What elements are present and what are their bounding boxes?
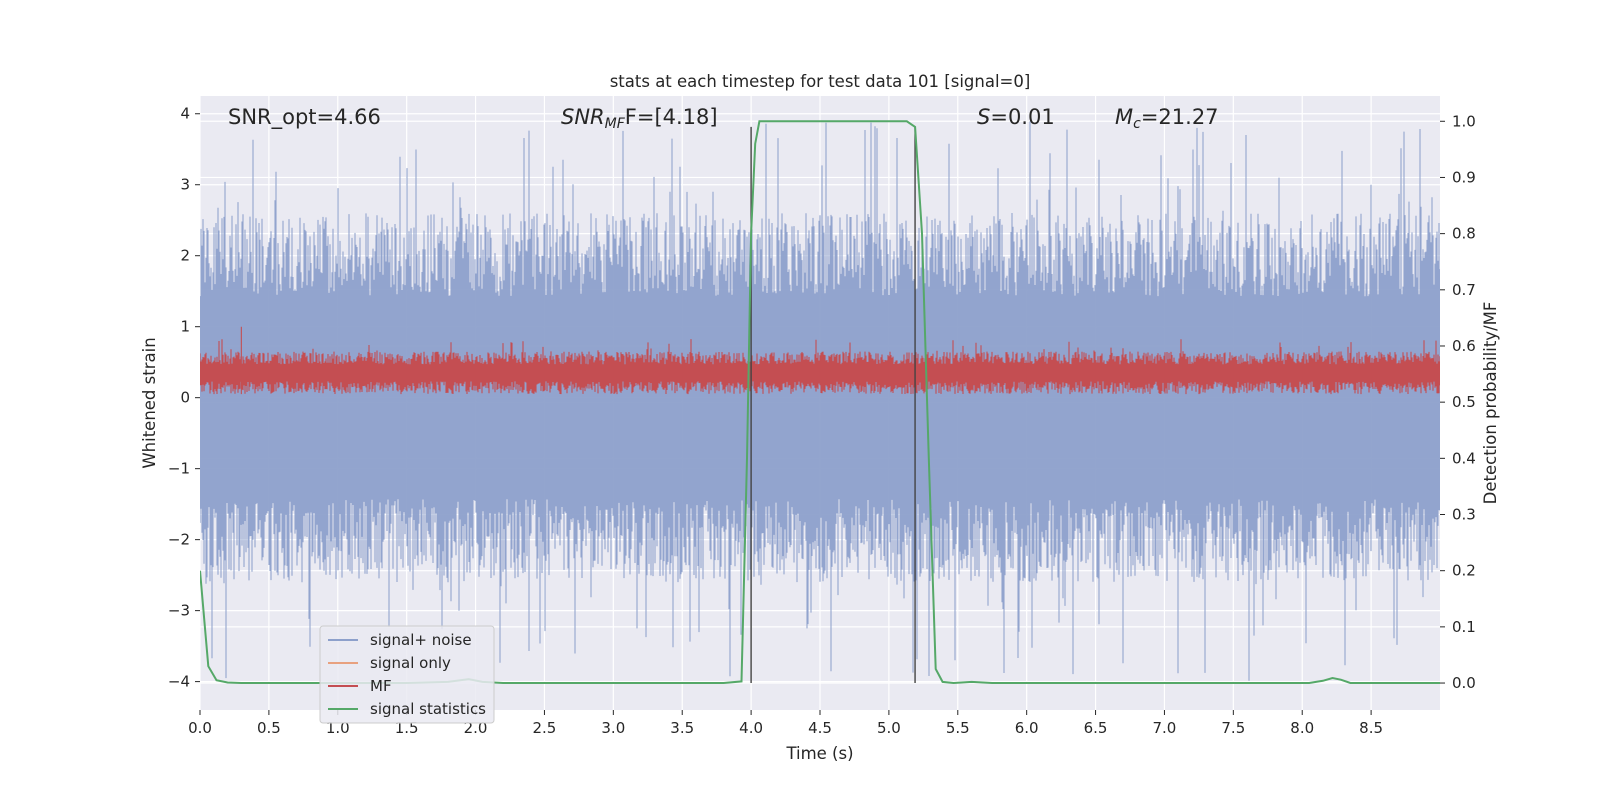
legend-label-signal-statistics: signal statistics [370, 700, 486, 718]
x-tick-label: 7.0 [1153, 719, 1177, 737]
legend-box [319, 625, 495, 724]
x-tick-label: 5.0 [877, 719, 901, 737]
annotation-snr-mf-base: SNR [561, 105, 605, 129]
y-tick-label: −3 [168, 602, 190, 620]
x-tick-label: 4.0 [739, 719, 763, 737]
y-right-tick-label: 0.8 [1452, 225, 1476, 243]
y-tick-label: 4 [180, 105, 190, 123]
annotation-mc-value: =21.27 [1141, 105, 1219, 129]
y-tick-label: 2 [180, 247, 190, 265]
y-right-tick-label: 0.6 [1452, 337, 1476, 355]
annotation-s-value: =0.01 [990, 105, 1054, 129]
annotation-mc-sub: c [1133, 116, 1141, 132]
y-tick-label: −1 [168, 460, 190, 478]
y-right-tick-label: 0.1 [1452, 618, 1476, 636]
y-right-tick-label: 1.0 [1452, 112, 1476, 130]
annotation-s-italic: S [977, 105, 990, 129]
annotation-snr-mf: SNRMFF=[4.18] [561, 105, 718, 132]
y-tick-label: −2 [168, 531, 190, 549]
x-tick-label: 3.5 [670, 719, 694, 737]
annotation-mc: Mc=21.27 [1115, 105, 1219, 132]
x-tick-label: 6.5 [1084, 719, 1108, 737]
legend-label-signal-noise: signal+ noise [370, 631, 472, 649]
annotation-snr-mf-tail: F=[4.18] [625, 105, 718, 129]
y-right-tick-label: 0.7 [1452, 281, 1476, 299]
annotation-snr-mf-sub: MF [605, 116, 626, 132]
x-axis-label: Time (s) [785, 744, 853, 763]
y-right-tick-label: 0.0 [1452, 674, 1476, 692]
y-tick-label: 0 [180, 389, 190, 407]
x-tick-label: 0.5 [257, 719, 281, 737]
y-axis-ticks: −4 −3 −2 −1 0 1 2 3 4 [168, 105, 200, 691]
y-right-tick-label: 0.2 [1452, 562, 1476, 580]
annotation-s-stat: S=0.01 [977, 105, 1055, 129]
x-tick-label: 2.5 [533, 719, 557, 737]
x-tick-label: 6.0 [1015, 719, 1039, 737]
x-tick-label: 4.5 [808, 719, 832, 737]
legend: signal+ noise signal only MF signal stat… [319, 625, 495, 724]
chart-title: stats at each timestep for test data 101… [610, 72, 1031, 91]
line-mf [200, 326, 1440, 395]
x-tick-label: 0.0 [188, 719, 212, 737]
x-tick-label: 3.0 [601, 719, 625, 737]
y-tick-label: 3 [180, 176, 190, 194]
y-tick-label: 1 [180, 318, 190, 336]
y-right-tick-label: 0.9 [1452, 168, 1476, 186]
y-right-tick-label: 0.3 [1452, 506, 1476, 524]
annotation-snr-opt: SNR_opt=4.66 [228, 105, 381, 130]
y-right-axis-label: Detection probability/MF [1481, 302, 1500, 505]
x-tick-label: 7.5 [1221, 719, 1245, 737]
legend-label-mf: MF [370, 677, 392, 695]
y-tick-label: −4 [168, 673, 190, 691]
series-mf [200, 326, 1440, 395]
legend-label-signal-only: signal only [370, 654, 451, 672]
y-axis-label: Whitened strain [140, 337, 159, 468]
y-right-tick-label: 0.4 [1452, 449, 1476, 467]
y-right-axis-ticks: 0.0 0.1 0.2 0.3 0.4 0.5 0.6 0.7 0.8 0.9 1.0 [1440, 112, 1476, 692]
x-tick-label: 8.0 [1290, 719, 1314, 737]
x-tick-label: 5.5 [946, 719, 970, 737]
annotation-mc-base: M [1115, 105, 1133, 129]
x-tick-label: 8.5 [1359, 719, 1383, 737]
y-right-tick-label: 0.5 [1452, 393, 1476, 411]
